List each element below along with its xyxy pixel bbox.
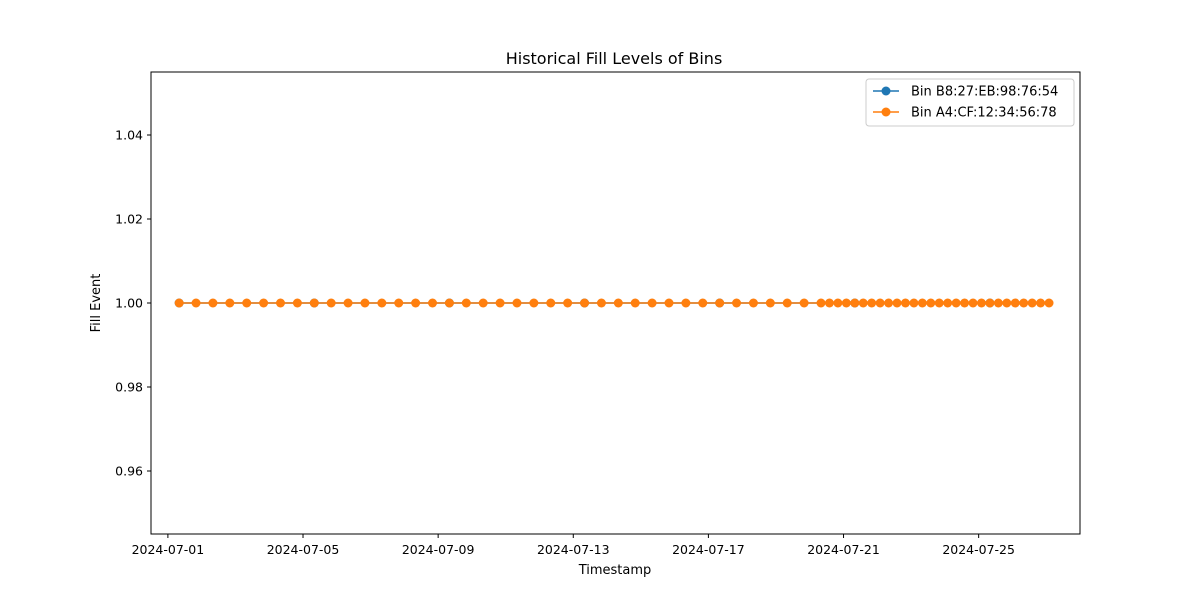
data-point-1-61	[1010, 298, 1020, 308]
x-axis-title: Timestamp	[578, 563, 652, 578]
legend-marker-b8	[881, 86, 891, 96]
x-tick-label-3: 2024-07-13	[537, 542, 610, 557]
data-point-1-35	[765, 298, 775, 308]
data-point-1-6	[276, 298, 285, 308]
data-point-1-30	[681, 298, 691, 308]
data-point-1-44	[867, 298, 877, 308]
data-point-1-4	[242, 298, 252, 308]
data-point-1-58	[985, 298, 995, 308]
x-tick-label-5: 2024-07-21	[807, 542, 880, 557]
data-point-1-13	[394, 298, 404, 308]
data-point-1-18	[478, 298, 488, 308]
data-point-1-54	[951, 298, 961, 308]
data-point-1-17	[461, 298, 471, 308]
data-point-1-10	[343, 298, 353, 308]
data-point-1-60	[1002, 298, 1012, 308]
data-point-1-25	[596, 298, 606, 308]
data-point-1-32	[715, 298, 725, 308]
data-point-1-19	[495, 298, 505, 308]
data-point-1-12	[377, 298, 387, 308]
data-point-1-21	[529, 298, 539, 308]
x-tick-label-0: 2024-07-01	[132, 542, 205, 557]
data-point-1-64	[1036, 298, 1046, 308]
data-point-1-26	[613, 298, 623, 308]
data-point-1-63	[1027, 298, 1037, 308]
x-tick-label-1: 2024-07-05	[267, 542, 340, 557]
data-point-1-23	[563, 298, 573, 308]
data-point-1-53	[943, 298, 953, 308]
data-point-1-46	[884, 298, 894, 308]
data-point-1-20	[512, 298, 522, 308]
data-point-1-9	[326, 298, 336, 308]
data-point-1-65	[1044, 298, 1054, 308]
data-point-1-11	[360, 298, 370, 308]
data-point-1-41	[841, 298, 851, 308]
data-point-1-22	[546, 298, 556, 308]
x-axis: 2024-07-01 2024-07-05 2024-07-09 2024-07-13…	[132, 534, 1015, 557]
data-point-1-50	[917, 298, 927, 308]
y-axis: 0.96 0.98 1.00 1.02 1.04	[115, 128, 151, 479]
data-point-1-1	[191, 298, 201, 308]
x-tick-label-2: 2024-07-09	[402, 542, 475, 557]
data-point-1-27	[630, 298, 640, 308]
data-point-1-15	[428, 298, 438, 308]
y-tick-label-2: 1.00	[115, 296, 143, 311]
legend: Bin B8:27:EB:98:76:54 Bin A4:CF:12:34:56…	[865, 78, 1075, 127]
data-point-1-49	[909, 298, 919, 308]
data-point-1-3	[225, 298, 235, 308]
data-point-1-55	[960, 298, 970, 308]
x-tick-label-6: 2024-07-25	[942, 542, 1015, 557]
data-point-1-31	[698, 298, 708, 308]
y-tick-label-0: 0.96	[115, 464, 143, 479]
data-point-1-16	[444, 298, 454, 308]
chart-title: Historical Fill Levels of Bins	[506, 49, 723, 68]
data-point-1-40	[833, 298, 843, 308]
data-point-1-45	[875, 298, 885, 308]
data-point-1-57	[976, 298, 986, 308]
data-point-1-62	[1019, 298, 1029, 308]
data-point-1-56	[968, 298, 978, 308]
data-point-1-52	[934, 298, 944, 308]
data-point-1-24	[580, 298, 590, 308]
data-point-1-33	[732, 298, 742, 308]
data-point-1-47	[892, 298, 902, 308]
data-point-1-43	[858, 298, 868, 308]
data-point-1-5	[259, 298, 269, 308]
data-point-1-2	[208, 298, 218, 308]
legend-frame	[865, 78, 1075, 127]
y-tick-label-3: 1.02	[115, 212, 143, 227]
data-point-1-34	[748, 298, 758, 308]
data-point-1-38	[816, 298, 826, 308]
data-point-1-51	[926, 298, 936, 308]
y-tick-label-1: 0.98	[115, 380, 143, 395]
data-point-1-8	[309, 298, 319, 308]
data-point-1-36	[782, 298, 792, 308]
legend-marker-a4	[881, 107, 891, 117]
data-point-1-37	[799, 298, 809, 308]
data-point-1-42	[850, 298, 860, 308]
plot-area	[174, 298, 1054, 308]
legend-label-a4: Bin A4:CF:12:34:56:78	[911, 106, 1057, 121]
x-tick-label-4: 2024-07-17	[672, 542, 745, 557]
data-point-1-0	[174, 298, 184, 308]
legend-label-b8: Bin B8:27:EB:98:76:54	[911, 85, 1058, 100]
data-point-1-7	[292, 298, 302, 308]
data-point-1-14	[411, 298, 421, 308]
data-point-1-29	[664, 298, 674, 308]
data-point-1-28	[647, 298, 657, 308]
data-point-1-39	[824, 298, 834, 308]
data-point-1-59	[993, 298, 1003, 308]
y-axis-title: Fill Event	[89, 274, 104, 333]
y-tick-label-4: 1.04	[115, 128, 143, 143]
data-point-1-48	[900, 298, 910, 308]
